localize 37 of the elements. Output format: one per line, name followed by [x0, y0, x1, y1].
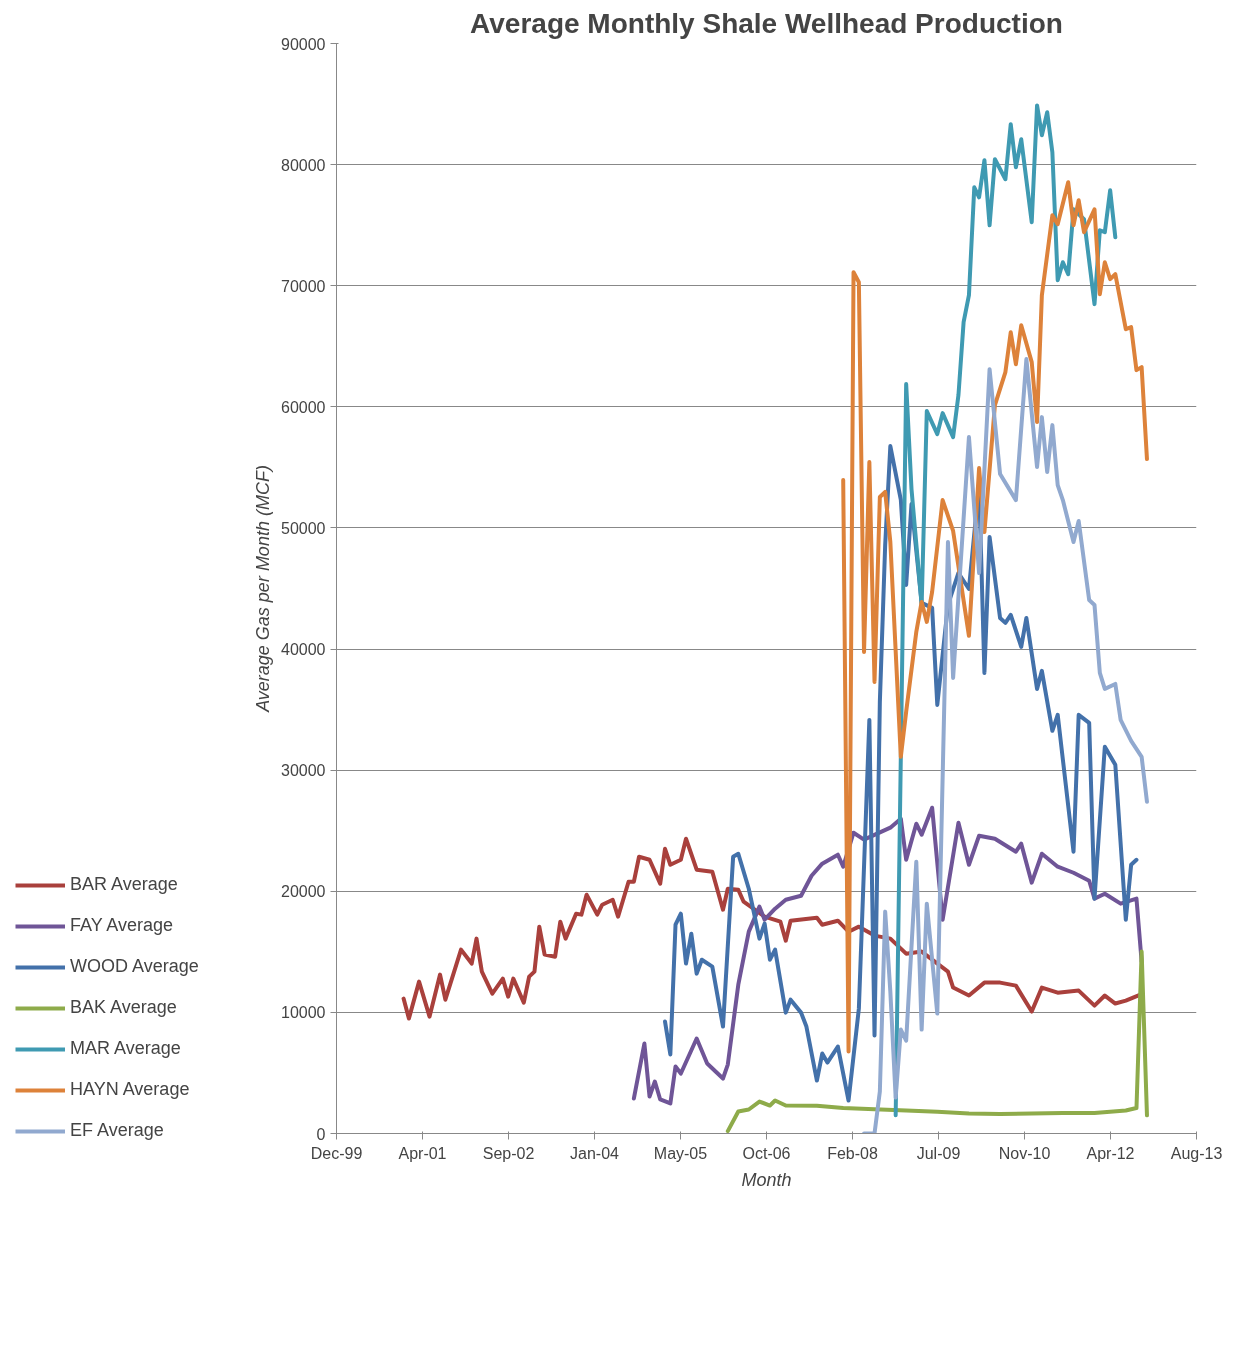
legend-label: WOOD Average: [70, 956, 199, 977]
x-axis-title: Month: [741, 1169, 792, 1190]
x-tick-label: Sep-02: [482, 1144, 535, 1162]
x-tick-label: Jan-04: [570, 1144, 620, 1162]
x-tick-label: Apr-01: [398, 1144, 447, 1162]
legend-label: FAY Average: [70, 915, 174, 936]
x-tick-label: Feb-08: [827, 1144, 878, 1162]
line-series: [893, 103, 1118, 1118]
x-tick-label: Oct-06: [742, 1144, 791, 1162]
y-tick-label: 60000: [281, 398, 326, 416]
y-tick-label: 50000: [281, 519, 326, 537]
y-tick-label: 40000: [281, 641, 326, 659]
y-tick-label: 30000: [281, 762, 326, 780]
x-tick-label: Aug-13: [1170, 1144, 1223, 1162]
line-series: [862, 357, 1149, 1134]
legend-label: MAR Average: [70, 1038, 181, 1059]
x-tick-label: Jul-09: [916, 1144, 961, 1162]
line-series: [841, 180, 1149, 1054]
line-series: [631, 805, 1144, 1106]
legend-label: EF Average: [70, 1120, 164, 1141]
y-tick-label: 10000: [281, 1004, 326, 1022]
chart-title: Average Monthly Shale Wellhead Production: [470, 7, 1063, 39]
legend-label: BAR Average: [70, 874, 178, 895]
x-tick-label: Nov-10: [998, 1144, 1051, 1162]
y-tick-label: 20000: [281, 883, 326, 901]
x-tick-label: Dec-99: [310, 1144, 363, 1162]
line-series: [725, 949, 1149, 1134]
y-tick-label: 80000: [281, 156, 326, 174]
line-series: [663, 444, 1139, 1103]
x-tick-label: Apr-12: [1086, 1144, 1135, 1162]
y-axis-title: Average Gas per Month (MCF): [253, 465, 274, 713]
legend-label: BAK Average: [70, 997, 177, 1018]
x-tick-label: May-05: [653, 1144, 708, 1162]
y-tick-label: 90000: [281, 35, 326, 53]
y-tick-label: 70000: [281, 277, 326, 295]
y-tick-label: 0: [316, 1125, 326, 1143]
legend-label: HAYN Average: [70, 1079, 190, 1100]
